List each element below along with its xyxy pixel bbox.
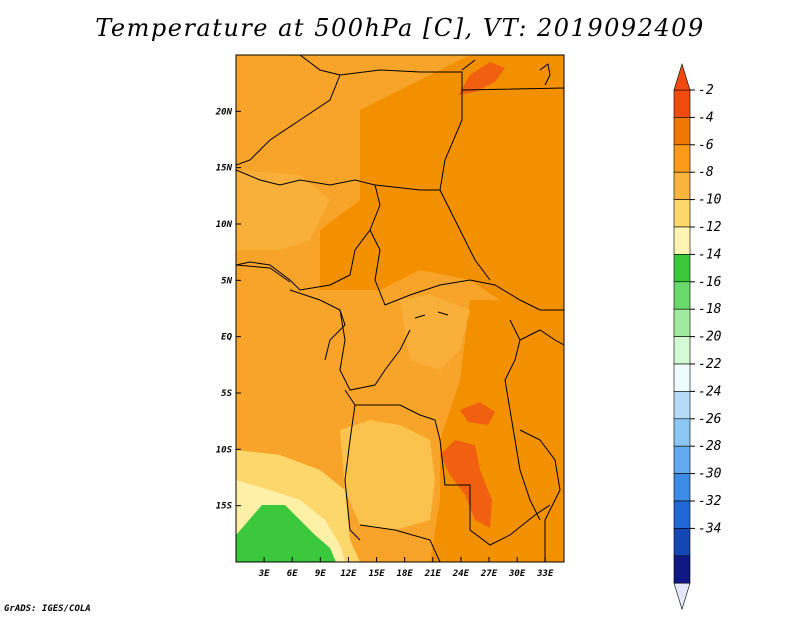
colorbar-swatch [673,144,691,173]
temperature-field [236,55,564,562]
colorbar-swatch [673,363,691,392]
lon-tick-label: 21E [424,569,442,579]
colorbar-bottom-triangle [673,582,691,611]
border-lakes-mark [414,311,449,319]
field-green-sw [236,505,336,562]
lon-tick-label: 18E [397,569,414,579]
border-uganda [519,329,564,346]
lat-tick-label: 10S [216,445,233,455]
lat-tick-label: EQ [221,333,232,343]
border-drc-south [344,389,551,546]
colorbar-swatch [673,171,691,200]
lon-tick-label: 15E [368,569,385,579]
lat-tick-label: 20N [215,107,233,117]
colorbar-label: -28 [698,439,722,454]
field-southeast-warm [430,300,564,562]
lat-tick-label: 15S [216,502,233,512]
latitude-axis: 20N 15N 10N 5N EQ 5S 10S 15S [215,107,241,512]
colorbar-swatch [673,555,691,584]
grads-credit: GrADS: IGES/COLA [4,604,91,614]
colorbar-label: -10 [698,193,722,208]
colorbar-label: -34 [698,521,721,536]
lon-tick-label: 24E [452,569,470,579]
lat-tick-label: 10N [216,220,233,230]
lon-tick-label: 33E [536,569,554,579]
colorbar-swatch [673,336,691,365]
lon-tick-label: 12E [340,569,357,579]
colorbar-label: -26 [698,412,722,427]
field-hot-north [458,62,505,95]
colorbar-top-triangle [673,62,691,91]
field-hot-patch [460,402,495,425]
colorbar-label: -20 [698,330,722,345]
colorbar-swatch [673,500,691,529]
colorbar-label: -24 [698,384,721,399]
colorbar-swatch [673,391,691,420]
border-car [369,229,564,311]
border-great-lakes [504,319,541,521]
border-namibia [359,524,441,562]
colorbar-label: -8 [698,165,714,180]
border-north [461,59,564,91]
border-coast-gulf [236,264,291,283]
border-congo [339,309,411,391]
colorbar-swatch [673,308,691,337]
colorbar-swatch [673,473,691,502]
field-hot-south [440,440,492,528]
field-light-south [340,420,435,530]
colorbar-swatch [673,199,691,228]
colorbar-swatch [673,281,691,310]
colorbar-swatch [673,89,691,118]
colorbar: -2 -4 -6 -8 -10 -12 -14 -16 -18 -20 -22 -24 -26 -28 -3… [673,62,722,611]
colorbar-label: -2 [698,83,714,98]
plot-frame [235,54,565,563]
colorbar-swatch [673,254,691,283]
colorbar-label: -12 [698,220,722,235]
lon-tick-label: 30E [508,569,526,579]
border-angola [344,404,361,541]
colorbar-swatch [673,445,691,474]
field-light-west [236,170,330,250]
colorbar-label: -6 [698,138,714,153]
colorbar-label: -16 [698,275,722,290]
colorbar-swatch [673,226,691,255]
colorbar-swatch [673,117,691,146]
lon-tick-label: 9E [315,569,326,579]
field-west [236,55,340,170]
colorbar-label: -18 [698,302,722,317]
colorbar-swatch [673,418,691,447]
border-cameroon [289,289,346,361]
colorbar-swatch [673,528,691,557]
field-light-central [400,295,470,370]
border-sahel [236,55,341,166]
colorbar-label: -4 [698,110,714,125]
longitude-axis: 3E 6E 9E 12E 15E 18E 21E 24E 27E 30E 33E [258,557,554,579]
border-redsea [539,63,551,86]
map-title: Temperature at 500hPa [C], VT: 201909240… [95,14,705,42]
border-tanzania [519,429,561,562]
lon-tick-label: 6E [287,569,298,579]
border-chad-south [374,184,440,191]
colorbar-label: -22 [698,357,722,372]
lat-tick-label: 15N [216,164,233,174]
colorbar-label: -14 [698,247,721,262]
lat-tick-label: 5S [221,389,232,399]
lat-tick-label: 5N [221,276,232,286]
border-chad-sudan [339,69,491,281]
country-borders [236,55,564,562]
field-central-warm [320,55,564,330]
lon-tick-label: 27E [480,569,498,579]
lon-tick-label: 3E [258,569,270,579]
colorbar-label: -30 [698,467,722,482]
colorbar-label: -32 [698,494,722,509]
